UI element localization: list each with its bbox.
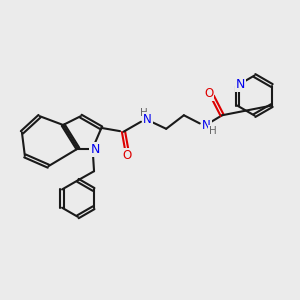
Text: H: H: [140, 108, 148, 118]
Text: O: O: [122, 148, 132, 161]
Text: H: H: [209, 126, 217, 136]
Text: N: N: [143, 112, 152, 126]
Text: N: N: [90, 143, 100, 157]
Text: N: N: [236, 77, 245, 91]
Text: O: O: [204, 87, 214, 100]
Text: N: N: [202, 119, 211, 132]
